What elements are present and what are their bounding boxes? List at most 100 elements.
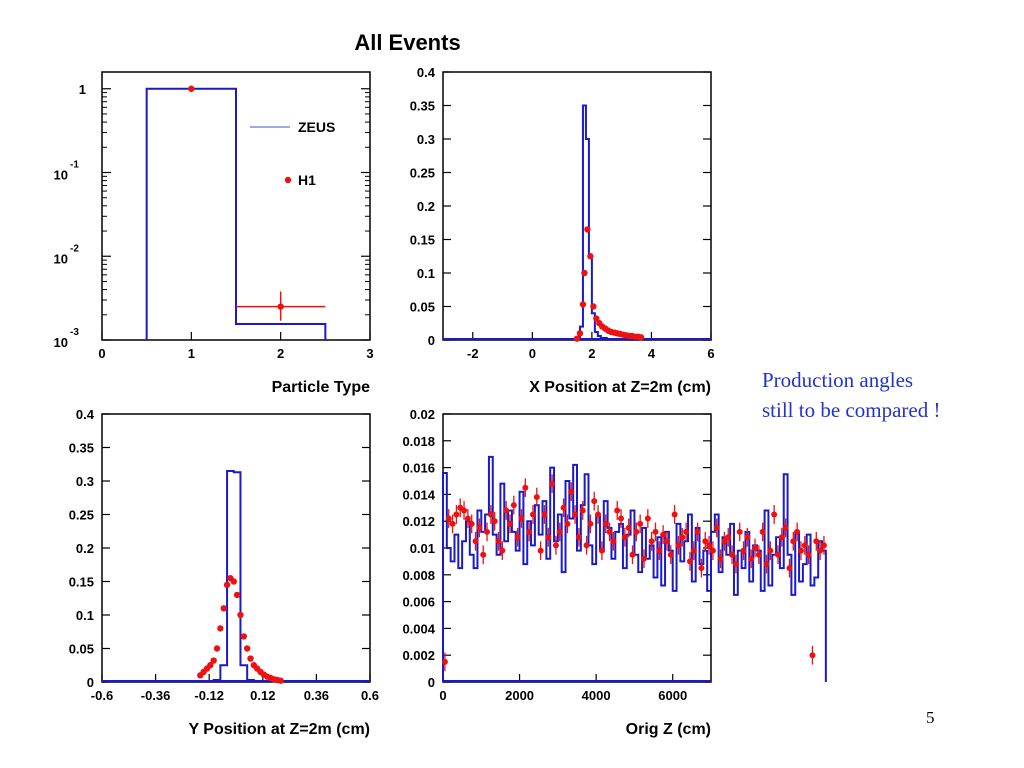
- x-tick-label: 0.12: [250, 688, 275, 703]
- zeus-histogram: [212, 469, 255, 682]
- h1-point: [740, 547, 747, 554]
- h1-point: [233, 591, 241, 599]
- x-tick-label: 6: [707, 346, 714, 361]
- y-tick-label: 0.15: [69, 575, 94, 590]
- h1-point: [495, 538, 502, 545]
- zeus-histogram: [145, 87, 327, 340]
- h1-point: [549, 480, 556, 487]
- h1-point: [579, 507, 586, 514]
- h1-point: [752, 545, 759, 551]
- h1-point: [690, 547, 697, 554]
- h1-point: [652, 528, 659, 535]
- h1-point: [445, 515, 452, 522]
- h1-point: [537, 547, 544, 554]
- h1-point: [484, 528, 491, 535]
- h1-point: [744, 534, 751, 541]
- ypos-frame: [101, 413, 371, 683]
- page-title: All Events: [354, 30, 461, 55]
- y-tick-label: 0.004: [402, 621, 435, 636]
- x-tick-label: 2000: [505, 688, 534, 703]
- legend-h1-marker: [284, 176, 292, 184]
- x-tick-label: -0.6: [91, 688, 113, 703]
- h1-point: [813, 538, 820, 545]
- h1-point: [584, 226, 591, 233]
- h1-point: [671, 511, 678, 518]
- xpos-xlabel: X Position at Z=2m (cm): [529, 379, 711, 396]
- y-tick-label: 0.05: [69, 642, 94, 657]
- h1-point: [679, 534, 686, 541]
- h1-point: [237, 611, 244, 619]
- h1-point: [230, 578, 237, 585]
- h1-point: [545, 534, 552, 541]
- zeus-histogram: [576, 104, 617, 340]
- x-tick-label: 0: [98, 346, 105, 361]
- h1-point: [797, 547, 804, 554]
- h1-point: [667, 551, 674, 558]
- h1-point: [541, 511, 548, 518]
- h1-point: [809, 652, 816, 659]
- h1-point: [503, 507, 510, 514]
- y-tick-label: 10: [54, 335, 68, 350]
- y-tick-label: 0.2: [76, 541, 94, 556]
- x-tick-label: 0: [439, 688, 446, 703]
- y-tick-label: 0.3: [417, 132, 435, 147]
- h1-point: [575, 534, 582, 541]
- x-tick-label: 0: [529, 346, 536, 361]
- y-tick-label: 0.05: [410, 300, 435, 315]
- h1-point: [805, 551, 812, 558]
- y-tick-exponent: -2: [70, 243, 79, 254]
- h1-point: [641, 555, 647, 562]
- h1-point: [706, 542, 713, 549]
- h1-point: [449, 520, 456, 527]
- h1-point: [476, 524, 483, 531]
- h1-point: [786, 565, 793, 572]
- h1-point: [552, 542, 559, 549]
- page-number: 5: [926, 708, 935, 727]
- h1-point: [778, 534, 785, 541]
- y-tick-exponent: -3: [70, 327, 79, 338]
- h1-point: [610, 538, 617, 545]
- h1-point: [526, 528, 533, 535]
- h1-point: [748, 555, 755, 562]
- particle-xlabel: Particle Type: [272, 379, 371, 396]
- y-tick-label: 0: [87, 675, 94, 690]
- h1-point: [801, 542, 808, 549]
- x-tick-label: 3: [366, 346, 373, 361]
- h1-point: [820, 542, 827, 549]
- h1-point: [686, 558, 693, 565]
- x-tick-label: 2: [277, 346, 284, 361]
- h1-point: [240, 633, 248, 640]
- y-tick-label: 0.3: [76, 474, 94, 489]
- chart-origz: Orig Z (cm) 0 2000 4000 6000 0 0.002 0.004 0.006…: [402, 407, 827, 738]
- y-tick-label: 0.01: [410, 541, 435, 556]
- y-tick-label: 0.008: [402, 568, 435, 583]
- h1-point: [721, 538, 728, 545]
- y-tick-label: 0.25: [410, 166, 435, 181]
- h1-point: [514, 534, 521, 541]
- h1-point: [663, 538, 670, 545]
- h1-point: [556, 528, 563, 535]
- y-tick-label: 0.15: [410, 233, 435, 248]
- h1-point: [817, 547, 824, 554]
- h1-point: [725, 534, 732, 541]
- h1-point: [510, 502, 517, 509]
- h1-point: [480, 551, 487, 558]
- chart-xpos: X Position at Z=2m (cm) -2 0 2 4 6 0 0.05 0.1 0.1…: [410, 65, 715, 396]
- y-tick-label: 0: [428, 333, 435, 348]
- h1-point: [564, 520, 571, 527]
- legend-zeus-label: ZEUS: [298, 119, 335, 135]
- h1-point: [461, 507, 468, 514]
- h1-point: [633, 528, 640, 535]
- x-tick-label: 4000: [582, 688, 611, 703]
- h1-point: [213, 645, 221, 652]
- h1-point: [207, 662, 214, 669]
- h1-point: [573, 335, 581, 342]
- h1-point: [572, 511, 579, 518]
- h1-point: [794, 528, 801, 535]
- h1-point: [782, 524, 789, 531]
- h1-point: [717, 555, 724, 562]
- ypos-xlabel: Y Position at Z=2m (cm): [188, 721, 370, 738]
- h1-point: [614, 507, 621, 514]
- h1-point: [709, 547, 716, 554]
- h1-point: [755, 551, 762, 558]
